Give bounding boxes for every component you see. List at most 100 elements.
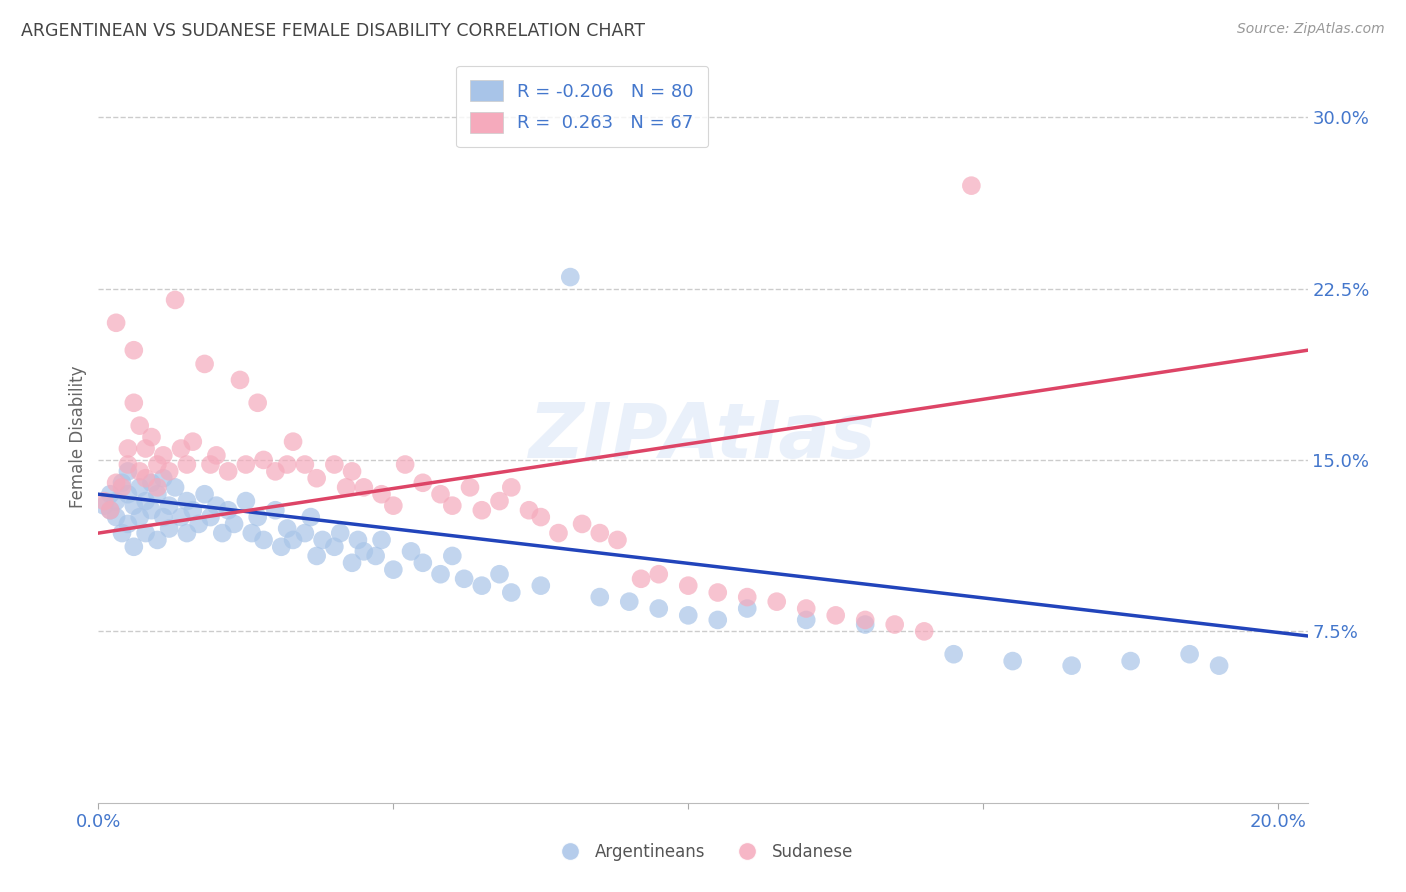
Point xyxy=(619,595,641,609)
Point xyxy=(458,480,481,494)
Point xyxy=(735,601,758,615)
Point xyxy=(912,624,935,639)
Point xyxy=(382,499,405,513)
Point xyxy=(429,567,451,582)
Point xyxy=(240,526,263,541)
Point xyxy=(117,487,139,501)
Point xyxy=(441,549,464,563)
Point xyxy=(93,494,115,508)
Point xyxy=(194,357,217,371)
Point xyxy=(235,494,257,508)
Point xyxy=(1001,654,1024,668)
Point xyxy=(141,503,163,517)
Point xyxy=(1119,654,1142,668)
Point xyxy=(264,503,287,517)
Point xyxy=(135,471,157,485)
Point xyxy=(165,480,187,494)
Point xyxy=(347,533,370,547)
Point xyxy=(353,544,375,558)
Point xyxy=(205,449,228,463)
Point xyxy=(488,494,510,508)
Point xyxy=(488,567,510,582)
Point xyxy=(176,494,198,508)
Point xyxy=(117,516,139,531)
Point xyxy=(111,480,134,494)
Text: ARGENTINEAN VS SUDANESE FEMALE DISABILITY CORRELATION CHART: ARGENTINEAN VS SUDANESE FEMALE DISABILIT… xyxy=(21,22,645,40)
Point xyxy=(560,270,582,285)
Point xyxy=(311,533,333,547)
Point xyxy=(735,590,758,604)
Point xyxy=(246,510,269,524)
Point xyxy=(217,464,239,478)
Point xyxy=(530,579,553,593)
Point xyxy=(141,475,163,490)
Point xyxy=(883,617,905,632)
Point xyxy=(824,608,846,623)
Point xyxy=(105,316,128,330)
Point xyxy=(111,526,134,541)
Point xyxy=(399,544,422,558)
Point xyxy=(370,487,392,501)
Point xyxy=(105,494,128,508)
Point xyxy=(648,601,671,615)
Point xyxy=(517,503,540,517)
Point xyxy=(117,442,139,456)
Point xyxy=(335,480,357,494)
Point xyxy=(222,516,245,531)
Point xyxy=(200,510,222,524)
Point xyxy=(122,499,145,513)
Point xyxy=(441,499,464,513)
Point xyxy=(200,458,222,472)
Point xyxy=(157,521,180,535)
Point xyxy=(170,510,193,524)
Point xyxy=(589,526,612,541)
Point xyxy=(176,526,198,541)
Point xyxy=(706,613,728,627)
Point xyxy=(648,567,671,582)
Point xyxy=(111,475,134,490)
Point xyxy=(294,458,316,472)
Point xyxy=(364,549,387,563)
Point xyxy=(960,178,983,193)
Point xyxy=(942,647,965,661)
Point xyxy=(98,487,121,501)
Point xyxy=(765,595,787,609)
Point xyxy=(187,516,209,531)
Point xyxy=(141,430,163,444)
Point xyxy=(157,499,180,513)
Point xyxy=(794,601,817,615)
Point xyxy=(146,487,169,501)
Point xyxy=(211,526,233,541)
Point xyxy=(471,503,494,517)
Point xyxy=(146,533,169,547)
Point xyxy=(678,608,700,623)
Point xyxy=(252,453,274,467)
Point xyxy=(128,480,150,494)
Point xyxy=(105,510,128,524)
Point xyxy=(323,540,346,554)
Point xyxy=(135,494,157,508)
Point xyxy=(853,613,876,627)
Point xyxy=(135,442,157,456)
Point xyxy=(329,526,352,541)
Point xyxy=(412,556,434,570)
Point xyxy=(471,579,494,593)
Point xyxy=(276,458,298,472)
Point xyxy=(340,464,363,478)
Point xyxy=(630,572,652,586)
Point xyxy=(217,503,239,517)
Point xyxy=(205,499,228,513)
Point xyxy=(229,373,252,387)
Point xyxy=(281,533,304,547)
Point xyxy=(122,540,145,554)
Point xyxy=(412,475,434,490)
Point xyxy=(794,613,817,627)
Point xyxy=(340,556,363,570)
Point xyxy=(305,549,328,563)
Point xyxy=(122,396,145,410)
Point xyxy=(246,396,269,410)
Point xyxy=(128,510,150,524)
Legend: Argentineans, Sudanese: Argentineans, Sudanese xyxy=(546,837,860,868)
Point xyxy=(98,503,121,517)
Point xyxy=(157,464,180,478)
